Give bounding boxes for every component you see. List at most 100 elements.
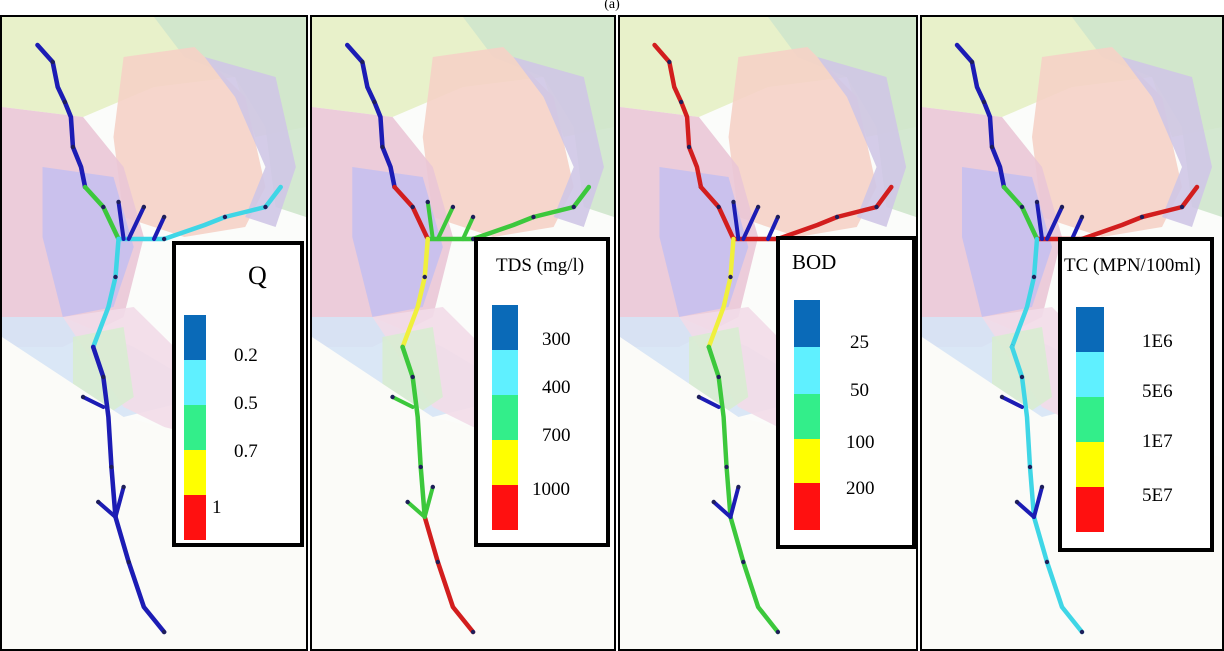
region-west-lilac (962, 167, 1052, 317)
legend-swatch-1 (184, 315, 206, 360)
legend-swatch-2 (184, 360, 206, 405)
river-tributary-1 (425, 200, 435, 241)
legend-swatch-2 (794, 347, 820, 394)
river-node (1027, 464, 1033, 470)
river-tributary-2 (1045, 205, 1064, 241)
legend-label-1: 300 (542, 329, 571, 350)
river-north-reach (954, 42, 1007, 190)
river-node (711, 499, 716, 505)
river-node (70, 144, 76, 150)
river-middle-reach (400, 236, 431, 350)
map-panel-tds: TDS (mg/l) 300 400 700 1000 (310, 15, 616, 651)
river-tributary-5 (422, 485, 435, 519)
legend-label-4: 5E7 (1142, 485, 1173, 506)
river-node (696, 394, 702, 400)
map-panel-tc: TC (MPN/100ml) 1E6 5E6 1E7 5E7 (920, 15, 1224, 651)
legend-label-3: 700 (542, 425, 571, 446)
river-tributary-1 (731, 200, 741, 241)
river-node (1179, 204, 1185, 210)
map-layer (312, 17, 614, 649)
river-tributary-3 (1070, 215, 1084, 241)
river-node (113, 274, 118, 280)
river-node (390, 394, 395, 400)
river-tributary-4 (81, 395, 106, 409)
river-lower-reach (1009, 344, 1037, 520)
river-node (80, 394, 86, 400)
river-node (161, 629, 167, 635)
land-south (620, 337, 916, 649)
river-node (109, 464, 114, 470)
legend-label-1: 1E6 (1142, 331, 1173, 352)
river-node (1014, 499, 1020, 505)
river-node (981, 99, 987, 105)
legend-label-3: 100 (846, 432, 875, 453)
legend-swatch-2 (1076, 352, 1104, 397)
legend-label-1: 25 (850, 332, 869, 353)
river-middle-reach (1009, 236, 1040, 350)
river-middle-reach (706, 236, 736, 350)
legend-title: BOD (792, 250, 837, 274)
river-node (126, 559, 131, 565)
legend-swatch-3 (184, 405, 206, 450)
river-node (430, 484, 436, 490)
river-node (360, 59, 365, 65)
river-node (1019, 374, 1025, 380)
river-node (96, 499, 101, 505)
river-node (1059, 204, 1065, 210)
river-node (724, 464, 729, 470)
river-tail-reach (422, 514, 476, 635)
river-north-reach (344, 42, 397, 190)
river-node (121, 484, 126, 490)
river-map-bod (620, 17, 916, 649)
river-node (405, 499, 410, 505)
river-node (116, 199, 121, 205)
legend-swatch-3 (794, 394, 820, 441)
river-node (1034, 199, 1040, 205)
region-central-pink (422, 47, 574, 237)
map-layer (620, 17, 916, 649)
region-east-purple (817, 57, 907, 227)
river-node (1039, 484, 1045, 490)
river-node (161, 214, 167, 220)
legend-label-2: 50 (850, 380, 869, 401)
legend-swatch-4 (1076, 442, 1104, 487)
river-north-reach (35, 42, 88, 190)
river-tributary-2 (741, 205, 761, 241)
river-tributary-1 (116, 200, 126, 241)
river-tributary-1 (1035, 200, 1044, 241)
legend-swatch-3 (492, 395, 518, 440)
river-node (667, 59, 672, 65)
legend-swatch-5 (794, 483, 820, 530)
river-tail-reach (113, 514, 167, 635)
river-node (141, 204, 147, 210)
map-panel-q: Q 0.2 0.5 0.7 1 (0, 15, 308, 651)
figure-caption: (a) (604, 0, 620, 12)
river-node (435, 559, 441, 565)
river-tributary-6 (1015, 500, 1036, 519)
river-node (969, 59, 975, 65)
river-tributary-4 (1000, 395, 1024, 409)
river-node (263, 204, 268, 210)
river-tributary-5 (728, 485, 741, 519)
river-tail-reach (1031, 514, 1085, 635)
river-map-tds (312, 17, 614, 649)
region-central-pink (1032, 47, 1182, 237)
region-central-pink (113, 47, 266, 237)
region-northeast-green (1072, 17, 1222, 217)
river-node (741, 559, 746, 565)
legend-swatch-3 (1076, 397, 1104, 442)
river-node (62, 99, 68, 105)
river-north-reach (652, 42, 704, 190)
river-tributary-3 (460, 215, 476, 241)
river-tail-reach (728, 514, 781, 635)
river-middle-reach (90, 236, 121, 350)
legend-tds: TDS (mg/l) 300 400 700 1000 (474, 237, 610, 547)
river-tributary-3 (151, 215, 167, 241)
river-node (834, 214, 840, 220)
legend-swatch-5 (184, 495, 206, 540)
river-node (716, 374, 721, 380)
river-tributary-5 (1032, 485, 1044, 519)
river-node (775, 214, 781, 220)
land-south (2, 337, 306, 649)
legend-title: TDS (mg/l) (496, 255, 585, 276)
